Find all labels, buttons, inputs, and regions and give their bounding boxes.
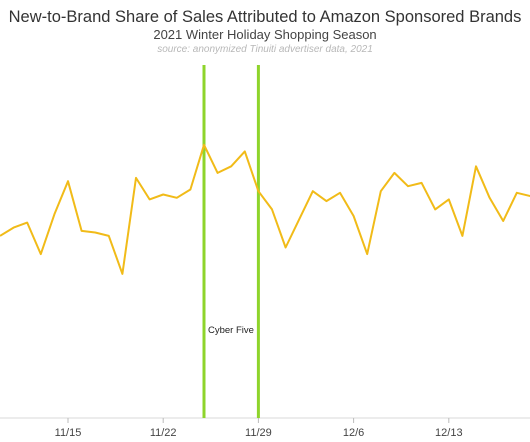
x-tick-label: 12/6 <box>343 427 364 439</box>
reference-line-label: Cyber Five <box>208 325 254 336</box>
series-line <box>0 143 530 275</box>
chart-title: New-to-Brand Share of Sales Attributed t… <box>9 8 522 26</box>
chart-subtitle: 2021 Winter Holiday Shopping Season <box>153 27 376 42</box>
x-tick-label: 12/13 <box>435 427 463 439</box>
x-tick-label: 11/22 <box>150 427 177 439</box>
plot-area: 11/15 11/22 11/29 12/6 12/13 Cyber Five <box>0 65 530 439</box>
x-tick-label: 11/15 <box>55 427 82 439</box>
chart-source: source: anonymized Tinuiti advertiser da… <box>157 44 373 55</box>
x-tick-label: 11/29 <box>245 427 272 439</box>
